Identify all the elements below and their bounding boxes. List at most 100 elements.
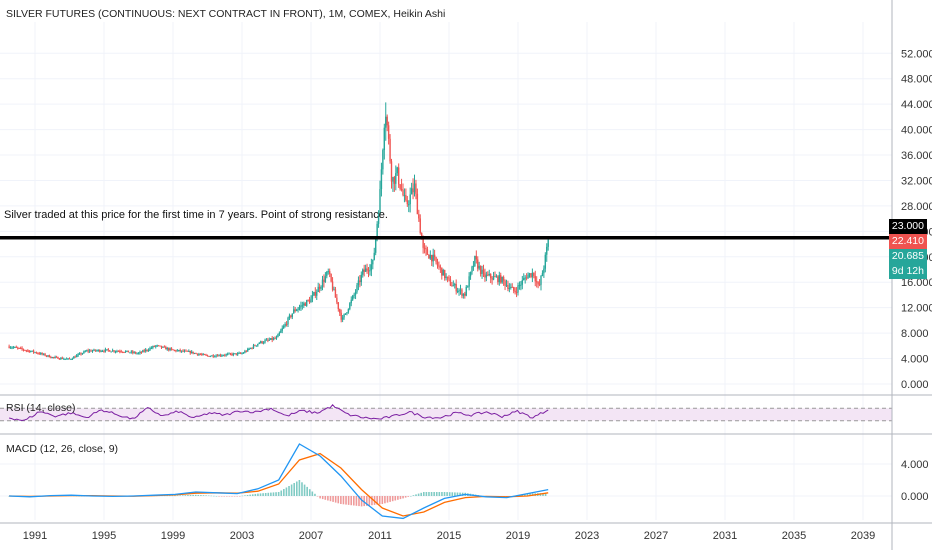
candle-body [218,354,220,357]
candle-body [12,347,15,349]
candle [31,350,33,352]
candle [94,349,97,352]
candle [179,348,181,353]
candle-body [32,350,35,353]
candle [136,352,138,355]
candle-body [514,290,516,293]
macd-histogram-bar [174,495,176,497]
candle [436,258,439,269]
macd-histogram-bar [251,494,254,496]
candle-body [305,300,308,306]
candle [238,351,240,354]
candle-body [528,273,531,276]
candle-body [448,277,450,280]
candle-body [159,345,161,347]
y-tick-label: 44.000 [901,99,932,111]
candle-body [40,353,42,355]
candle [293,306,295,314]
x-tick-label: 1995 [92,530,116,542]
rsi-panel [0,404,892,422]
candle-body [354,291,357,295]
candle-body [478,265,480,269]
candle-body [245,351,248,353]
candle-body [500,275,502,283]
y-tick-label: 4.000 [901,354,929,366]
candle-body [406,200,409,205]
candle [363,264,365,277]
candle-body [216,355,219,357]
candle [244,349,246,354]
candle [119,349,121,354]
macd-histogram-bar [332,496,334,502]
candle-body [224,355,226,357]
candle [287,316,289,327]
candle-body [443,269,446,279]
countdown-tag: 9d 12h [888,264,927,279]
macd-histogram-bar [259,493,262,496]
macd-histogram-bar [342,496,345,505]
candle-body [333,289,335,291]
candle [208,355,210,357]
candle-body [252,345,255,349]
candle [272,336,275,341]
candle-body [449,279,452,286]
candle [402,183,404,197]
candle-body [119,351,121,353]
candle [461,288,463,299]
candle [311,290,314,303]
candle-body [153,346,156,348]
candle-body [29,351,32,353]
candle-body [55,356,58,358]
candle-body [222,355,225,357]
candle-body [74,356,76,358]
candle-body [540,276,542,285]
macd-histogram-bar [293,483,296,496]
candle-body [416,193,419,215]
candle-body [37,353,39,355]
candle [257,343,259,347]
candle [438,261,440,270]
macd-histogram-bar [314,493,316,496]
candle-body [435,257,437,263]
candle-body [162,346,164,348]
candle [530,272,532,279]
candle-body [116,350,118,352]
candle [96,349,98,352]
candle [307,299,309,302]
candle-body [330,273,332,282]
macd-histogram-bar [200,495,202,496]
candle-body [313,292,315,296]
candle-body [185,350,187,352]
macd-histogram-bar [298,480,301,496]
candle-body [19,347,22,349]
candle [229,352,232,356]
candle-body [295,309,298,311]
candle [525,273,528,281]
candle-body [45,355,48,357]
candle [70,358,72,361]
macd-histogram-bar [441,492,443,496]
candle [511,283,513,288]
macd-histogram-bar [238,496,241,497]
candle-body [127,350,130,353]
candle-body [254,345,256,347]
candle-body [363,269,365,272]
candle [367,266,370,278]
candle [396,166,398,176]
candle-body [494,276,496,278]
candle-body [124,351,127,353]
macd-histogram-bar [327,496,329,501]
candle-body [169,348,171,351]
candle [163,345,166,348]
candle-body [423,247,426,249]
macd-histogram-bar [277,492,280,496]
macd-histogram-bar [417,493,420,496]
macd-histogram-bar [223,496,226,497]
candle [192,351,194,355]
candle-body [541,273,544,277]
candle [104,347,107,353]
candle [114,350,117,354]
candle [189,350,191,355]
candle-body [481,269,483,274]
